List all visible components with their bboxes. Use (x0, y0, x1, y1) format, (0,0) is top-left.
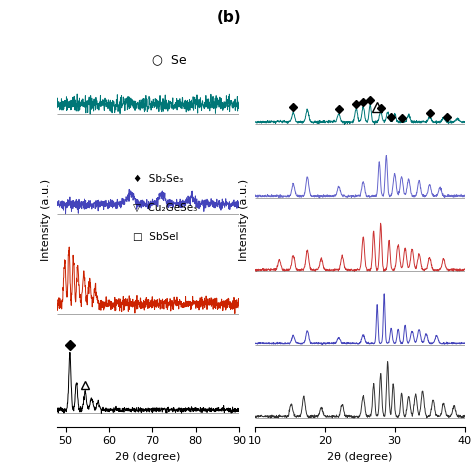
X-axis label: 2θ (degree): 2θ (degree) (115, 452, 181, 462)
Text: ▽  Cu₂GeSe₃: ▽ Cu₂GeSe₃ (134, 203, 198, 213)
Text: □  SbSeI: □ SbSeI (134, 232, 179, 242)
Y-axis label: Intensity (a.u.): Intensity (a.u.) (239, 179, 249, 262)
Text: (b): (b) (217, 10, 242, 25)
Y-axis label: Intensity (a.u.): Intensity (a.u.) (41, 179, 51, 262)
Text: ○  Se: ○ Se (152, 53, 186, 66)
X-axis label: 2θ (degree): 2θ (degree) (327, 452, 392, 462)
Text: ♦  Sb₂Se₃: ♦ Sb₂Se₃ (134, 174, 184, 184)
